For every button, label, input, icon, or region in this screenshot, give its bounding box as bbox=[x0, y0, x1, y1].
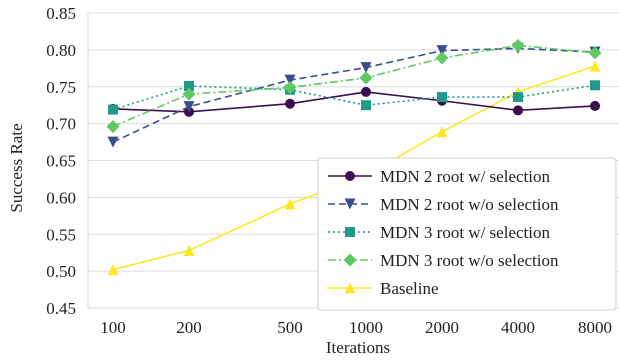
x-tick-label: 8000 bbox=[578, 318, 612, 337]
legend-item: MDN 3 root w/ selection bbox=[328, 223, 550, 242]
x-tick-label: 100 bbox=[100, 318, 126, 337]
x-axis-title: Iterations bbox=[326, 338, 390, 357]
legend-item: MDN 3 root w/o selection bbox=[328, 251, 559, 270]
legend-label: MDN 3 root w/o selection bbox=[380, 251, 559, 270]
y-tick-label: 0.55 bbox=[46, 225, 76, 244]
data-point bbox=[513, 105, 523, 116]
y-axis-title: Success Rate bbox=[7, 123, 26, 212]
y-tick-label: 0.45 bbox=[46, 299, 76, 318]
legend-label: MDN 2 root w/o selection bbox=[380, 195, 559, 214]
y-tick-label: 0.65 bbox=[46, 152, 76, 171]
series-0 bbox=[108, 86, 600, 117]
data-point bbox=[108, 104, 118, 115]
legend-label: MDN 3 root w/ selection bbox=[380, 223, 550, 242]
data-point bbox=[107, 264, 119, 276]
x-tick-label: 4000 bbox=[501, 318, 535, 337]
legend-marker bbox=[344, 282, 356, 294]
legend-marker bbox=[345, 227, 355, 237]
data-point bbox=[588, 46, 602, 60]
data-point bbox=[107, 136, 119, 148]
y-tick-label: 0.50 bbox=[46, 262, 76, 281]
data-point bbox=[285, 98, 295, 109]
legend: MDN 2 root w/ selection MDN 2 root w/o se… bbox=[317, 157, 617, 311]
data-point bbox=[184, 81, 194, 92]
data-point bbox=[511, 38, 525, 52]
y-tick-label: 0.85 bbox=[46, 4, 76, 23]
legend-marker bbox=[345, 171, 355, 181]
data-point bbox=[106, 120, 120, 134]
data-point bbox=[359, 71, 373, 85]
legend-item: MDN 2 root w/ selection bbox=[328, 167, 550, 186]
data-point bbox=[360, 62, 372, 74]
data-point bbox=[283, 80, 297, 94]
x-tick-label: 200 bbox=[176, 318, 202, 337]
data-point bbox=[361, 86, 371, 97]
series-3 bbox=[106, 38, 602, 134]
data-point bbox=[590, 80, 600, 91]
legend-label: MDN 2 root w/ selection bbox=[380, 167, 550, 186]
data-point bbox=[436, 126, 448, 138]
legend-item: Baseline bbox=[328, 279, 439, 298]
data-point bbox=[183, 244, 195, 256]
legend-box bbox=[317, 157, 617, 311]
data-point bbox=[437, 92, 447, 103]
data-point bbox=[436, 45, 448, 57]
legend-label: Baseline bbox=[380, 279, 439, 298]
x-tick-label: 1000 bbox=[349, 318, 383, 337]
y-tick-label: 0.60 bbox=[46, 188, 76, 207]
data-point bbox=[182, 87, 196, 101]
data-point bbox=[284, 198, 296, 210]
data-point bbox=[589, 60, 601, 72]
y-tick-label: 0.80 bbox=[46, 41, 76, 60]
series-layer bbox=[106, 38, 602, 276]
data-point bbox=[361, 100, 371, 111]
legend-marker bbox=[344, 198, 356, 210]
y-tick-label: 0.75 bbox=[46, 78, 76, 97]
y-tick-label: 0.70 bbox=[46, 115, 76, 134]
data-point bbox=[435, 51, 449, 65]
x-tick-label: 2000 bbox=[425, 318, 459, 337]
data-point bbox=[183, 101, 195, 113]
data-point bbox=[284, 74, 296, 86]
axis-layer: 0.45 0.50 0.55 0.60 0.65 0.70 0.75 0.80 0.85 100 2… bbox=[46, 4, 612, 337]
x-tick-label: 500 bbox=[277, 318, 303, 337]
series-1 bbox=[107, 42, 601, 148]
data-point bbox=[590, 100, 600, 111]
data-point bbox=[513, 92, 523, 103]
legend-item: MDN 2 root w/o selection bbox=[328, 195, 559, 214]
legend-marker bbox=[343, 253, 357, 267]
